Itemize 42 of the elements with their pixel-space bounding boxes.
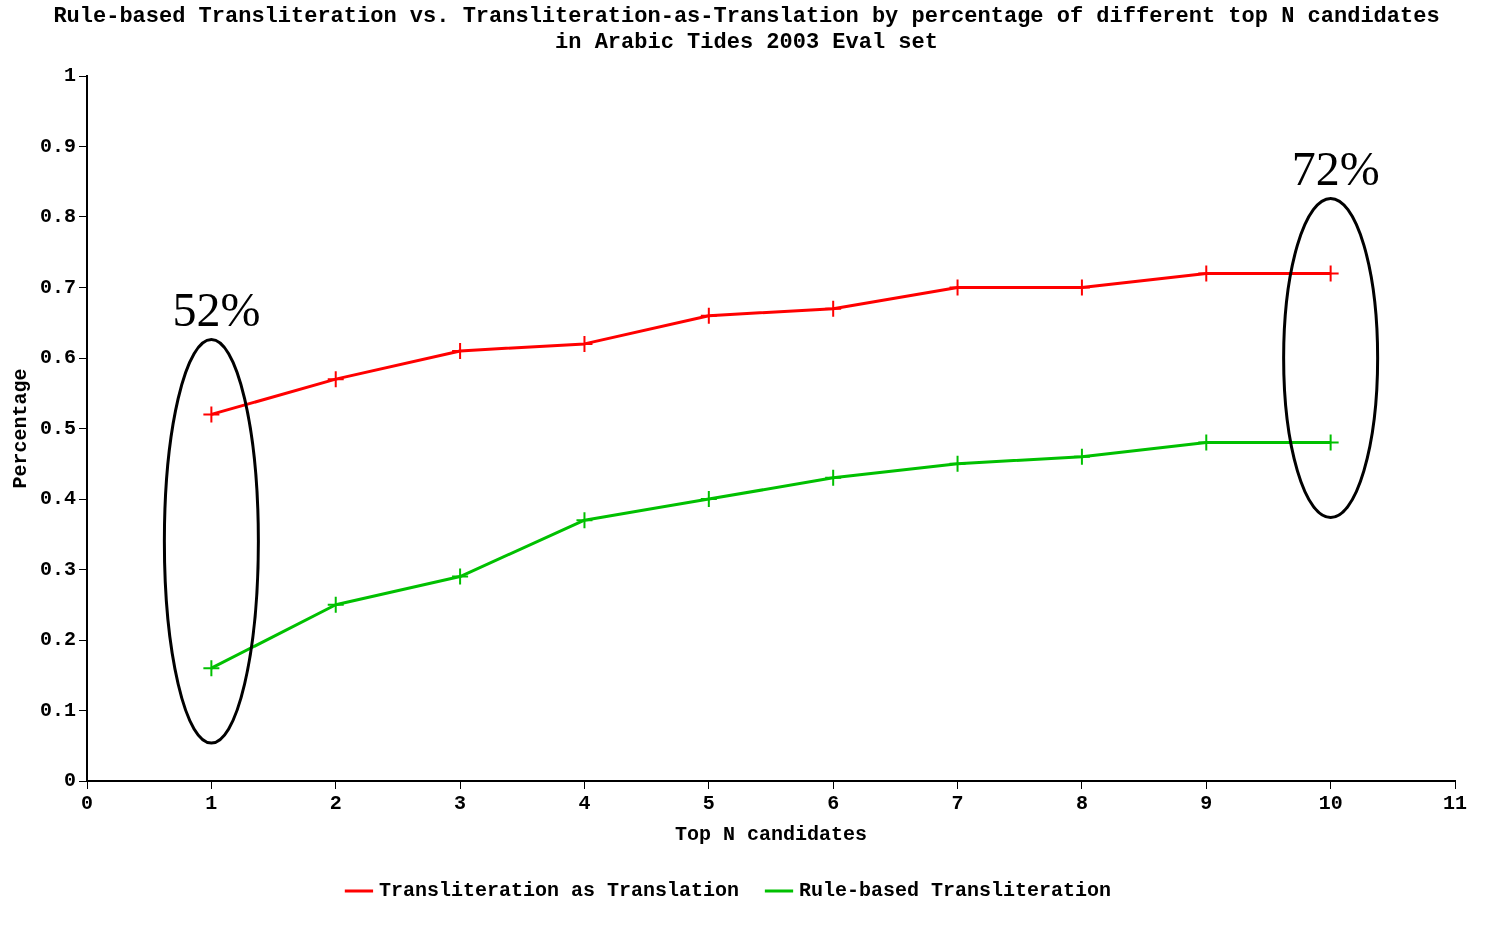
point xyxy=(1072,447,1091,466)
annotation: 52% xyxy=(172,283,261,337)
y-axis-title: Percentage xyxy=(9,368,33,489)
point xyxy=(575,511,594,530)
y-tick-label: 0.9 xyxy=(39,134,77,158)
point xyxy=(202,405,221,424)
chart-title: Rule-based Transliteration vs. Transliteration-as-Translation by percentage of different top N candidates in Arabic Tides 2003 Eval set xyxy=(52,4,1441,56)
y-tick-label: 0.4 xyxy=(39,487,77,511)
y-tick-label: 0.6 xyxy=(39,346,77,370)
point xyxy=(699,490,718,508)
y-tick-label: 0 xyxy=(63,769,77,793)
x-tick-label: 9 xyxy=(1200,792,1213,816)
y-tick-label: 0.1 xyxy=(39,698,77,722)
y-tick-label: 0.5 xyxy=(39,416,77,440)
legend-label: Rule-based Transliteration xyxy=(799,879,1112,903)
point xyxy=(326,370,345,389)
point xyxy=(699,306,718,325)
y-tick-label: 1 xyxy=(63,64,77,88)
point xyxy=(326,595,345,614)
x-tick-label: 6 xyxy=(827,792,840,816)
legend-label: Transliteration as Translation xyxy=(378,879,740,903)
x-tick-label: 1 xyxy=(205,792,218,816)
y-tick-label: 0.8 xyxy=(39,205,77,229)
x-tick-label: 5 xyxy=(702,792,715,816)
x-tick-label: 0 xyxy=(81,792,94,816)
annotation: 72% xyxy=(1291,142,1380,196)
point xyxy=(824,468,843,487)
x-tick-label: 10 xyxy=(1318,792,1343,816)
y-tick-label: 0.2 xyxy=(39,628,77,652)
x-tick-label: 8 xyxy=(1075,792,1088,816)
point xyxy=(824,299,843,318)
x-tick-label: 7 xyxy=(951,792,964,816)
point xyxy=(202,659,221,678)
x-tick-label: 4 xyxy=(578,792,591,816)
y-tick-label: 0.3 xyxy=(39,557,77,581)
x-axis-title: Top N candidates xyxy=(674,823,868,847)
point xyxy=(451,567,470,586)
x-tick-label: 2 xyxy=(329,792,342,816)
point xyxy=(948,454,967,473)
x-tick-label: 3 xyxy=(454,792,467,816)
x-tick-label: 11 xyxy=(1442,792,1468,816)
y-tick-label: 0.7 xyxy=(39,275,77,299)
